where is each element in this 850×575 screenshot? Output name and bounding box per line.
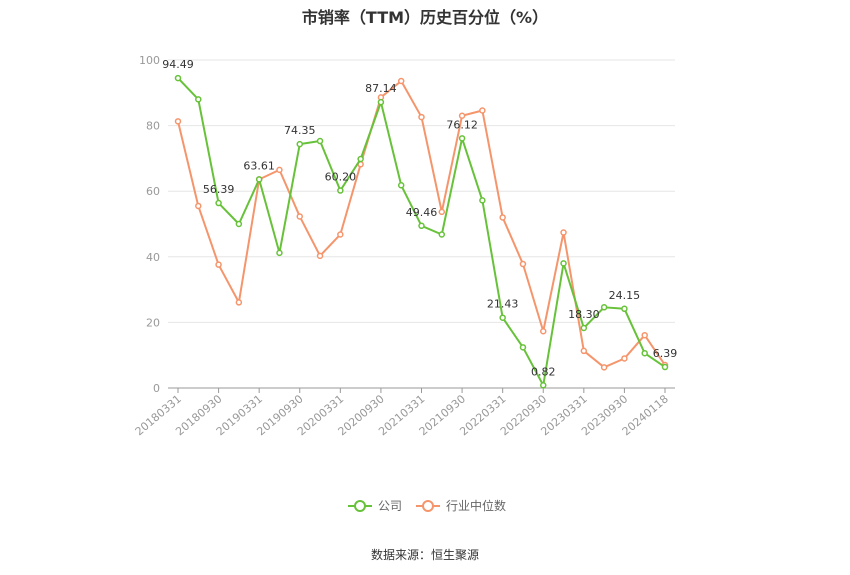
data-point[interactable] bbox=[499, 214, 506, 221]
data-point[interactable] bbox=[641, 331, 648, 339]
data-point[interactable] bbox=[458, 135, 466, 142]
data-label: 60.20 bbox=[325, 171, 357, 184]
data-point[interactable] bbox=[519, 260, 527, 268]
data-point[interactable] bbox=[540, 382, 547, 389]
data-point[interactable] bbox=[621, 305, 628, 313]
legend-swatch-marker bbox=[422, 500, 434, 512]
data-point[interactable] bbox=[215, 261, 222, 268]
y-tick-label: 100 bbox=[139, 54, 160, 67]
legend-item[interactable]: 公司 bbox=[348, 499, 402, 513]
data-point[interactable] bbox=[357, 155, 364, 163]
data-label: 21.43 bbox=[487, 298, 519, 311]
data-point[interactable] bbox=[499, 314, 506, 321]
data-label: 24.15 bbox=[609, 289, 641, 302]
data-point[interactable] bbox=[661, 363, 669, 371]
data-source: 数据来源：恒生聚源 bbox=[370, 548, 479, 562]
grid-lines bbox=[168, 59, 675, 323]
legend[interactable]: 公司 行业中位数 bbox=[348, 498, 506, 513]
data-point[interactable] bbox=[621, 355, 628, 362]
data-point[interactable] bbox=[276, 249, 283, 257]
data-point[interactable] bbox=[479, 107, 486, 114]
data-label: 87.14 bbox=[365, 82, 397, 95]
data-point[interactable] bbox=[337, 187, 344, 194]
data-point[interactable] bbox=[316, 252, 324, 260]
data-point[interactable] bbox=[580, 347, 588, 355]
legend-label: 行业中位数 bbox=[446, 498, 506, 513]
data-point[interactable] bbox=[235, 299, 243, 306]
data-label: 94.49 bbox=[162, 58, 194, 71]
data-point[interactable] bbox=[235, 220, 243, 228]
data-point[interactable] bbox=[316, 137, 324, 145]
data-point[interactable] bbox=[438, 231, 446, 238]
legend-item[interactable]: 行业中位数 bbox=[416, 498, 506, 513]
data-point[interactable] bbox=[276, 166, 283, 174]
chart-title: 市销率（TTM）历史百分位（%） bbox=[301, 8, 549, 27]
data-point[interactable] bbox=[560, 260, 567, 267]
data-label: 0.82 bbox=[531, 365, 556, 378]
y-tick-label: 60 bbox=[146, 185, 160, 198]
data-point[interactable] bbox=[438, 208, 446, 216]
y-tick-label: 40 bbox=[146, 251, 160, 264]
data-point[interactable] bbox=[397, 77, 405, 85]
data-point[interactable] bbox=[560, 229, 567, 236]
data-point[interactable] bbox=[377, 98, 385, 106]
data-point[interactable] bbox=[174, 74, 182, 82]
legend-swatch-marker bbox=[354, 500, 366, 512]
data-point[interactable] bbox=[580, 324, 588, 332]
y-tick-label: 20 bbox=[146, 316, 160, 329]
data-point[interactable] bbox=[397, 182, 405, 189]
y-tick-label: 0 bbox=[153, 382, 160, 395]
data-point[interactable] bbox=[540, 328, 547, 335]
legend-label: 公司 bbox=[378, 499, 402, 513]
data-point[interactable] bbox=[600, 304, 608, 311]
data-point[interactable] bbox=[255, 176, 263, 183]
data-point[interactable] bbox=[641, 349, 648, 357]
data-point[interactable] bbox=[479, 197, 486, 204]
data-point[interactable] bbox=[174, 118, 182, 125]
y-tick-label: 80 bbox=[146, 120, 160, 133]
data-point[interactable] bbox=[600, 364, 608, 371]
data-label: 49.46 bbox=[406, 206, 438, 219]
data-labels: 94.49 56.39 63.61 74.35 60.20 87.14 49.46 76.12… bbox=[162, 58, 677, 378]
data-point[interactable] bbox=[337, 231, 344, 238]
data-point[interactable] bbox=[519, 344, 527, 351]
data-point[interactable] bbox=[296, 140, 303, 148]
data-label: 76.12 bbox=[446, 118, 478, 131]
data-point[interactable] bbox=[195, 96, 202, 103]
data-label: 6.39 bbox=[653, 347, 678, 360]
data-point[interactable] bbox=[215, 199, 222, 207]
data-label: 63.61 bbox=[243, 159, 275, 172]
series-lines bbox=[174, 74, 669, 389]
data-point[interactable] bbox=[195, 202, 202, 210]
data-point[interactable] bbox=[458, 112, 466, 120]
data-point[interactable] bbox=[418, 222, 425, 230]
data-label: 74.35 bbox=[284, 124, 316, 137]
data-label: 56.39 bbox=[203, 183, 235, 196]
data-label: 18.30 bbox=[568, 308, 600, 321]
axes: 0204060801002018033120180930201903312019… bbox=[133, 54, 675, 438]
data-point[interactable] bbox=[418, 113, 425, 121]
data-point[interactable] bbox=[296, 213, 303, 220]
